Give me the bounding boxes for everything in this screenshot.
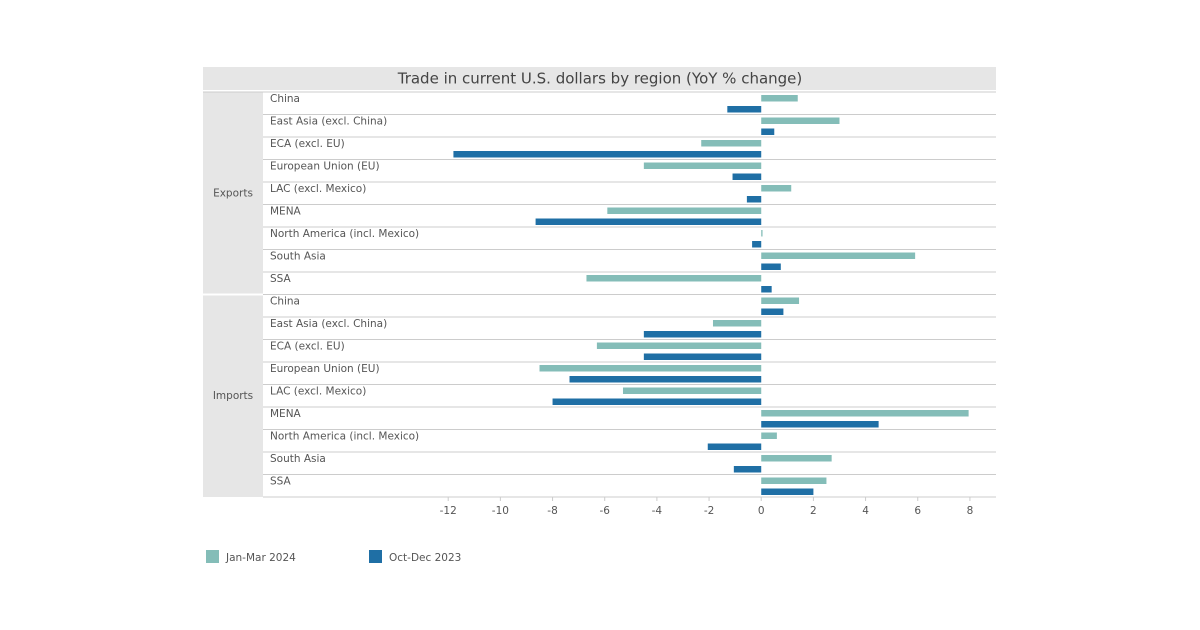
x-tick-label: -4 [652, 505, 663, 517]
category-label: MENA [270, 408, 302, 420]
category-label: LAC (excl. Mexico) [270, 386, 366, 398]
category-label: European Union (EU) [270, 161, 380, 173]
legend-swatch [369, 550, 382, 563]
bar [761, 308, 784, 315]
bar [643, 331, 762, 338]
bar [596, 342, 762, 349]
category-label: SSA [270, 476, 292, 488]
bar [761, 455, 832, 462]
category-label: LAC (excl. Mexico) [270, 183, 366, 195]
bar [712, 320, 762, 327]
legend-label: Jan-Mar 2024 [225, 552, 296, 564]
bar [761, 488, 814, 495]
bar [761, 286, 772, 293]
bar [569, 376, 762, 383]
bar [535, 218, 762, 225]
bar [761, 477, 827, 484]
category-label: East Asia (excl. China) [270, 318, 387, 330]
x-tick-label: -6 [599, 505, 610, 517]
group-label: Exports [213, 187, 253, 199]
bar [453, 151, 762, 158]
category-label: North America (incl. Mexico) [270, 228, 419, 240]
x-tick-label: 6 [914, 505, 921, 517]
category-label: South Asia [270, 453, 326, 465]
bar [643, 353, 762, 360]
category-label: SSA [270, 273, 292, 285]
bar [643, 162, 762, 169]
bar [727, 106, 762, 113]
x-tick-label: 2 [810, 505, 817, 517]
bar [607, 207, 762, 214]
legend-swatch [206, 550, 219, 563]
x-tick-label: 4 [862, 505, 869, 517]
bar [707, 443, 762, 450]
group-band [203, 294, 263, 497]
bar [733, 466, 762, 473]
title-bar [203, 67, 996, 90]
category-label: European Union (EU) [270, 363, 380, 375]
x-tick-label: 0 [758, 505, 765, 517]
group-band [203, 92, 263, 295]
x-tick-label: 8 [967, 505, 974, 517]
bar [761, 185, 792, 192]
bar [761, 95, 798, 102]
x-tick-label: -8 [547, 505, 557, 517]
category-label: ECA (excl. EU) [270, 341, 345, 353]
bar [622, 387, 762, 394]
category-label: China [270, 296, 300, 308]
group-label: Imports [213, 390, 253, 402]
category-label: South Asia [270, 251, 326, 263]
bar [746, 196, 762, 203]
bar [761, 263, 781, 270]
category-label: China [270, 93, 300, 105]
x-tick-label: -10 [492, 505, 509, 517]
bar [586, 275, 762, 282]
bar [761, 117, 840, 124]
bar [701, 140, 762, 147]
bar [761, 252, 916, 259]
bar [761, 230, 763, 237]
x-tick-label: -12 [440, 505, 457, 517]
category-label: East Asia (excl. China) [270, 116, 387, 128]
bar [761, 128, 775, 135]
bar [732, 173, 762, 180]
bar [761, 410, 969, 417]
bar [761, 297, 800, 304]
bar [761, 421, 879, 428]
bar [752, 241, 762, 248]
bar [552, 398, 762, 405]
chart-title: Trade in current U.S. dollars by region … [397, 70, 803, 88]
bar [761, 432, 777, 439]
category-label: MENA [270, 206, 302, 218]
bar [539, 365, 762, 372]
legend-label: Oct-Dec 2023 [389, 552, 461, 564]
category-label: ECA (excl. EU) [270, 138, 345, 150]
category-label: North America (incl. Mexico) [270, 431, 419, 443]
x-tick-label: -2 [704, 505, 714, 517]
